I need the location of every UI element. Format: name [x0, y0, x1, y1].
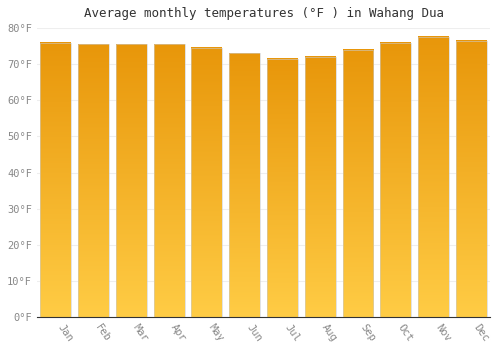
- Bar: [192, 48, 222, 317]
- Bar: [116, 44, 147, 317]
- Bar: [229, 53, 260, 317]
- Bar: [154, 44, 184, 317]
- Bar: [418, 37, 449, 317]
- Bar: [267, 59, 298, 317]
- Bar: [342, 50, 374, 317]
- Title: Average monthly temperatures (°F ) in Wahang Dua: Average monthly temperatures (°F ) in Wa…: [84, 7, 444, 20]
- Bar: [78, 44, 109, 317]
- Bar: [40, 42, 71, 317]
- Bar: [304, 57, 336, 317]
- Bar: [456, 41, 487, 317]
- Bar: [380, 42, 412, 317]
